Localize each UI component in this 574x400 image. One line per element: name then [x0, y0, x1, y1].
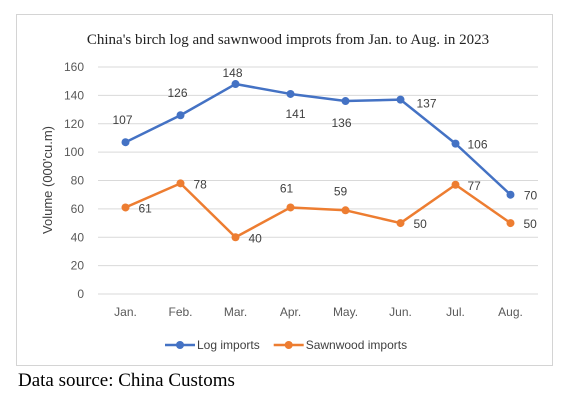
data-point [451, 180, 460, 189]
legend-label: Log imports [197, 338, 260, 352]
data-label: 136 [331, 116, 351, 130]
x-axis-ticks: Jan. Feb. Mar. Apr. May. Jun. Jul. Aug. [114, 305, 523, 319]
x-tick-label: Aug. [498, 305, 523, 319]
series-layer: 107 126 148 141 136 137 106 70 61 78 40 61 59 50 77 50 [112, 66, 537, 245]
y-tick-label: 160 [64, 60, 84, 74]
legend-label: Sawnwood imports [306, 338, 407, 352]
legend-swatch-marker [176, 341, 184, 349]
data-point [286, 89, 295, 98]
data-label: 107 [112, 113, 132, 127]
series-line [124, 82, 512, 196]
data-label: 61 [280, 181, 294, 195]
y-tick-label: 20 [71, 259, 85, 273]
chart-container: China's birch log and sawnwood improts f… [16, 14, 553, 366]
data-label: 59 [334, 184, 348, 198]
data-point [121, 138, 130, 147]
legend: Log imports Sawnwood imports [165, 338, 407, 352]
data-point [231, 80, 240, 89]
y-tick-label: 40 [71, 230, 85, 244]
series-1: 61 78 40 61 59 50 77 50 [121, 177, 538, 245]
data-label: 50 [414, 217, 428, 231]
data-label: 126 [167, 86, 187, 100]
data-point [506, 219, 515, 228]
y-tick-label: 0 [77, 287, 84, 301]
data-label: 40 [249, 231, 263, 245]
x-tick-label: Feb. [168, 305, 192, 319]
x-tick-label: Mar. [224, 305, 247, 319]
series-line [124, 182, 512, 239]
data-point [231, 233, 240, 242]
x-tick-label: Jul. [446, 305, 465, 319]
data-point [341, 97, 350, 106]
legend-swatch-marker [284, 341, 293, 349]
source-note: Data source: China Customs [18, 370, 235, 391]
data-label: 137 [416, 97, 436, 111]
chart-title: China's birch log and sawnwood improts f… [87, 32, 489, 48]
x-tick-label: May. [333, 305, 358, 319]
y-tick-label: 60 [71, 202, 85, 216]
data-label: 70 [524, 189, 538, 203]
data-label: 61 [139, 201, 153, 215]
series-0: 107 126 148 141 136 137 106 70 [112, 66, 537, 203]
data-point [506, 190, 515, 199]
x-tick-label: Apr. [280, 305, 301, 319]
data-label: 106 [467, 138, 487, 152]
line-chart: China's birch log and sawnwood improts f… [40, 32, 538, 352]
gridlines [98, 66, 538, 295]
data-point [121, 203, 130, 212]
data-point [341, 206, 350, 215]
x-tick-label: Jan. [114, 305, 137, 319]
data-point [176, 111, 185, 120]
data-point [396, 95, 405, 104]
data-point [286, 203, 295, 212]
data-point [176, 179, 185, 188]
x-tick-label: Jun. [389, 305, 412, 319]
y-axis-title: Volume (000'cu.m) [40, 126, 55, 234]
y-tick-label: 80 [71, 174, 85, 188]
data-label: 50 [524, 217, 538, 231]
y-axis-ticks: 0 20 40 60 80 100 120 140 160 [64, 60, 84, 301]
legend-item: Log imports [165, 338, 260, 352]
data-label: 78 [194, 177, 208, 191]
y-tick-label: 140 [64, 88, 84, 102]
y-tick-label: 100 [64, 145, 84, 159]
legend-item: Sawnwood imports [273, 338, 407, 352]
data-point [451, 139, 460, 148]
data-point [396, 219, 405, 228]
data-label: 77 [468, 179, 482, 193]
data-label: 141 [285, 107, 305, 121]
data-label: 148 [222, 66, 242, 80]
y-tick-label: 120 [64, 117, 84, 131]
